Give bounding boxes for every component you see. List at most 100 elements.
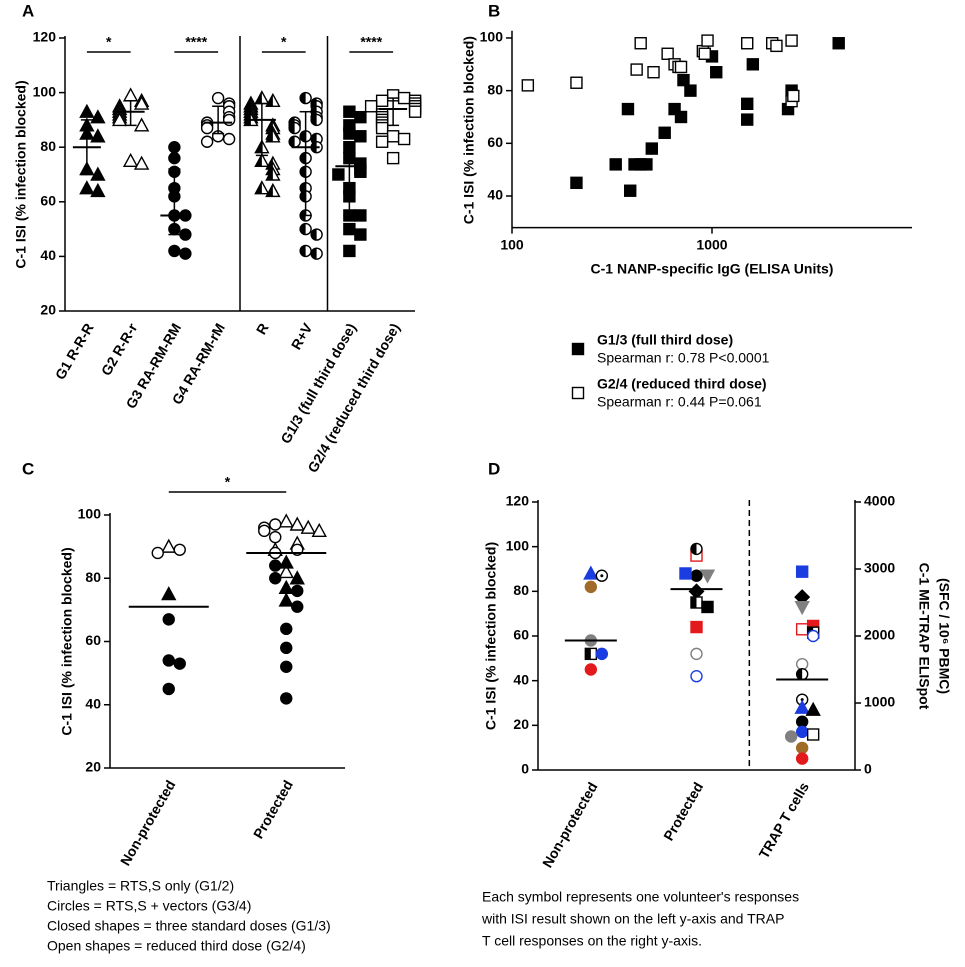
marker-shape: [90, 182, 106, 198]
marker-shape: [222, 132, 236, 146]
marker-shape: [90, 109, 106, 124]
marker-shape: [677, 73, 690, 87]
marker-shape: [795, 657, 809, 671]
marker-shape: [701, 34, 714, 47]
data-point: [647, 66, 660, 79]
marker-shape: [200, 121, 214, 135]
marker-shape: [354, 165, 367, 178]
marker-shape: [570, 176, 583, 190]
data-point: [806, 728, 820, 741]
marker-shape: [795, 565, 809, 578]
data-point: [795, 657, 809, 671]
panel-letter: A: [22, 1, 34, 20]
marker-shape: [332, 168, 345, 181]
data-point: [679, 567, 692, 580]
marker-dot: [600, 574, 604, 578]
marker-shape: [375, 121, 389, 135]
data-point: [630, 63, 643, 76]
marker-shape: [805, 701, 821, 716]
marker-shape: [280, 622, 293, 636]
marker-half: [289, 136, 295, 148]
data-point: [288, 121, 301, 135]
x-tick-label: Protected: [250, 777, 296, 841]
data-point: [690, 542, 703, 556]
marker-half: [255, 140, 262, 153]
marker-shape: [674, 110, 688, 124]
marker-shape: [634, 37, 647, 50]
marker-shape: [133, 95, 150, 110]
data-point: [311, 522, 327, 538]
marker-shape: [690, 647, 703, 661]
data-point: [674, 60, 688, 74]
marker-shape: [584, 663, 598, 676]
marker-shape: [375, 135, 389, 148]
data-point: [343, 127, 356, 140]
marker-shape: [79, 103, 95, 118]
data-point: [122, 152, 139, 168]
legend-marker: [571, 342, 585, 356]
data-point: [795, 741, 809, 755]
data-point: [151, 546, 164, 560]
legend-label: G2/4 (reduced third dose): [597, 376, 767, 392]
significance-label: *: [281, 34, 287, 50]
y-axis-label: C-1 ISI (% infection blocked): [483, 542, 499, 730]
marker-shape: [151, 546, 164, 560]
marker-shape: [343, 244, 356, 258]
data-point: [624, 184, 637, 197]
data-point: [699, 569, 716, 584]
footnote: Circles = RTS,S + vectors (G3/4): [47, 898, 251, 914]
y-tick-label: 40: [40, 247, 56, 263]
data-point: [79, 180, 95, 195]
marker-shape: [291, 600, 304, 613]
data-point: [741, 113, 754, 126]
marker-half: [691, 543, 697, 555]
y-tick-label: 100: [480, 29, 504, 45]
marker-shape: [785, 34, 798, 47]
marker-shape: [609, 158, 622, 171]
marker-half: [255, 181, 262, 194]
data-point: [111, 111, 128, 127]
marker-shape: [354, 228, 367, 241]
marker-shape: [179, 228, 192, 241]
marker-shape: [386, 151, 400, 165]
data-point: [805, 701, 821, 716]
footnote: Open shapes = reduced third dose (G2/4): [47, 938, 306, 954]
marker-shape: [354, 130, 367, 143]
marker-shape: [795, 725, 809, 739]
data-point: [674, 110, 688, 124]
data-point: [690, 670, 703, 683]
marker-half: [255, 91, 262, 104]
data-point: [280, 660, 293, 673]
data-point: [90, 109, 106, 124]
data-point: [288, 135, 301, 148]
footnote: Closed shapes = three standard doses (G1…: [47, 918, 331, 934]
data-point: [364, 100, 378, 113]
marker-shape: [784, 730, 798, 743]
y2-axis-label: (SFC / 10⁶ PBMC): [936, 578, 952, 694]
marker-shape: [806, 728, 820, 741]
data-point: [254, 180, 270, 195]
marker-half: [300, 152, 306, 164]
marker-shape: [794, 600, 810, 616]
data-point: [785, 34, 798, 47]
y-tick-label: 80: [85, 569, 101, 585]
marker-half: [311, 248, 317, 260]
marker-shape: [122, 87, 139, 102]
marker-shape: [832, 37, 845, 50]
legend-stats: Spearman r: 0.78 P<0.0001: [597, 350, 770, 366]
marker-shape: [806, 629, 820, 643]
marker-shape: [795, 623, 809, 636]
data-point: [162, 613, 175, 626]
data-point: [570, 76, 583, 89]
y-tick-label: 3000: [864, 560, 895, 576]
marker-shape: [122, 152, 139, 168]
y-axis-label: C-1 ISI (% infection blocked): [59, 547, 75, 735]
marker-shape: [583, 565, 599, 580]
data-point: [354, 209, 367, 222]
data-point: [310, 113, 323, 127]
data-point: [343, 105, 356, 118]
marker-shape: [311, 522, 327, 538]
marker-shape: [770, 39, 783, 53]
marker-shape: [280, 641, 293, 655]
